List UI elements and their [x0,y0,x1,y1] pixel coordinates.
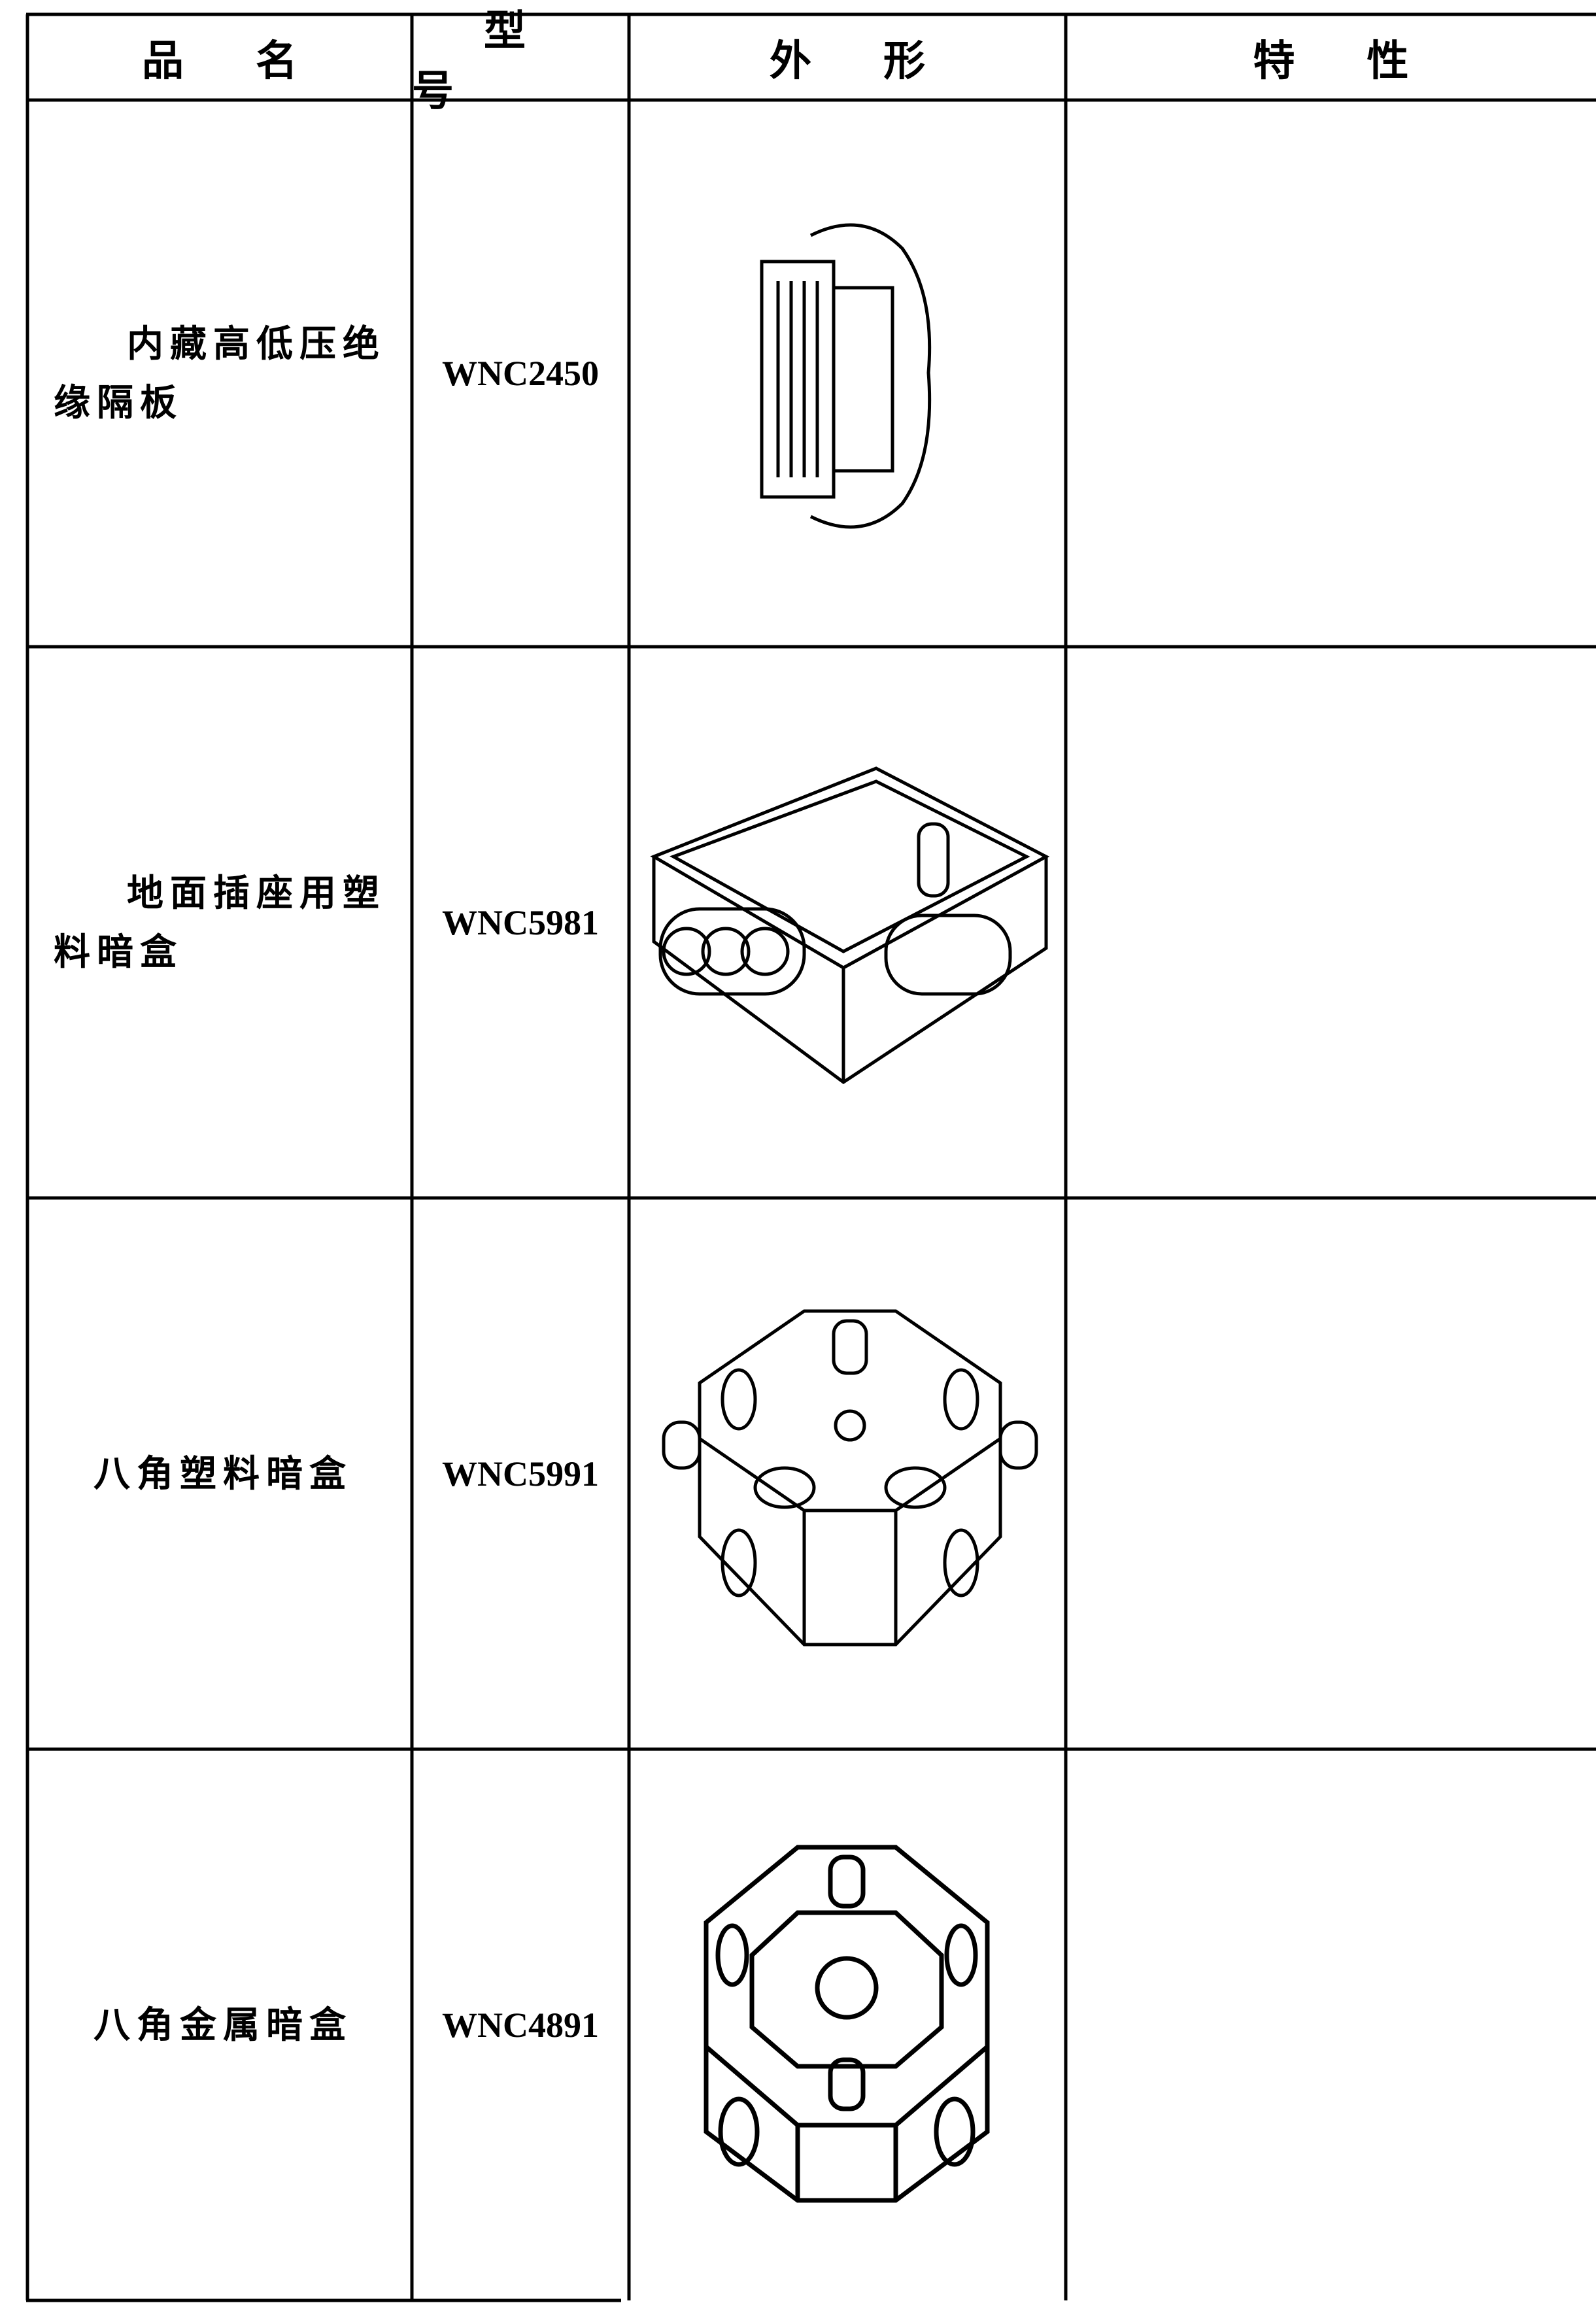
model: WNC5991 [442,1454,599,1494]
product-name: 内藏高低压绝缘隔板 [27,100,412,647]
illustration-octagon-plastic [662,1309,1038,1647]
header-shape: 外形 [770,36,997,86]
model: WNC4891 [442,2005,599,2045]
product-name: 八角金属暗盒 [93,2003,352,2047]
model: WNC5981 [442,902,599,942]
header-feature: 特性 [1253,36,1481,86]
product-name: 地面插座用塑料暗盒 [27,647,412,1198]
product-name-text: 内藏高低压绝缘隔板 [54,322,386,424]
table-lines [25,12,1596,2302]
product-name-text: 地面插座用塑料暗盒 [54,871,386,974]
illustration-octagon-metal [704,1845,990,2203]
illustration-partition [760,223,932,529]
model: WNC2450 [442,354,599,393]
product-name: 八角塑料暗盒 [93,1452,352,1495]
header-name: 品名 [142,36,369,86]
header-model: 型号 [412,6,598,116]
illustration-floor-box [650,766,1050,1085]
